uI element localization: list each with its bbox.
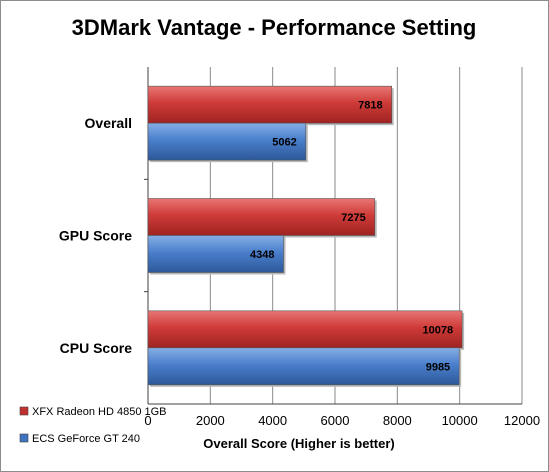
plot-area: 0 2000 4000 6000 8000 10000 12000 Overall 7818 50… [59, 67, 540, 428]
x-axis-label: Overall Score (Higher is better) [203, 436, 394, 451]
bar [147, 235, 284, 273]
category-label: CPU Score [60, 340, 133, 356]
bar-value-label: 10078 [423, 324, 454, 336]
category-label: GPU Score [59, 228, 132, 244]
x-tick-label: 10000 [442, 413, 478, 428]
legend-label: XFX Radeon HD 4850 1GB [32, 406, 167, 418]
x-tick-label: 2000 [196, 413, 225, 428]
bar [147, 310, 463, 349]
legend: XFX Radeon HD 4850 1GB ECS GeForce GT 240 [19, 406, 167, 445]
bar-value-label: 7275 [341, 212, 365, 224]
x-tick-label: 4000 [258, 413, 287, 428]
x-tick-label: 6000 [321, 413, 350, 428]
bar-value-label: 4348 [250, 249, 274, 261]
bar-value-label: 5062 [272, 137, 296, 149]
category-label: Overall [85, 115, 132, 131]
legend-label: ECS GeForce GT 240 [32, 433, 140, 445]
legend-swatch [19, 406, 29, 416]
bar [147, 198, 376, 236]
x-tick-label: 0 [144, 413, 151, 428]
chart-title: 3DMark Vantage - Performance Setting [72, 15, 477, 40]
bar [147, 347, 460, 386]
x-tick-label: 8000 [383, 413, 412, 428]
bar [147, 122, 307, 161]
legend-swatch [19, 433, 29, 443]
bar [147, 85, 392, 124]
bar-value-label: 7818 [358, 100, 382, 112]
x-tick-label: 12000 [504, 413, 540, 428]
bar-value-label: 9985 [426, 361, 450, 373]
